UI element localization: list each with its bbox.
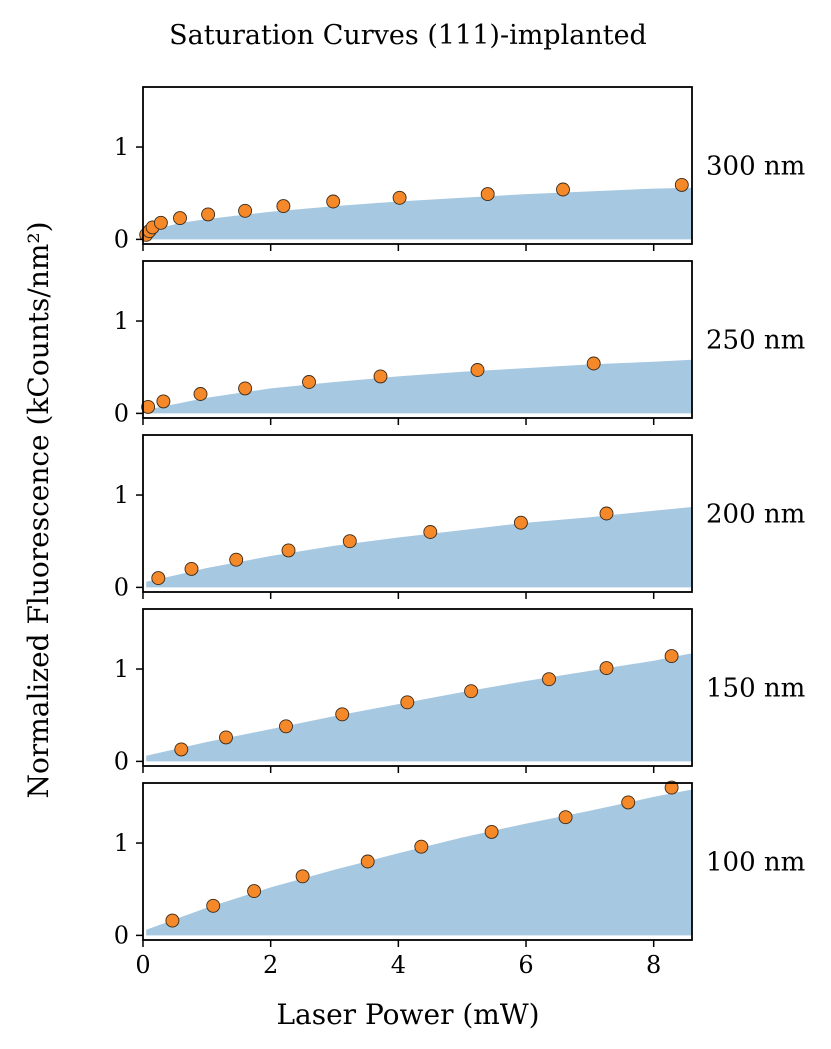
x-tick-label: 6 [518,951,533,979]
panel-frame [142,434,693,593]
data-point [342,534,357,549]
y-tick-label: 0 [114,921,129,949]
data-point [335,707,350,722]
x-axis-label: Laser Power (mW) [276,998,539,1031]
panel-frame [142,260,693,419]
data-point [201,207,216,222]
data-point [219,730,233,745]
data-point [674,177,689,192]
data-point [141,399,156,414]
panel-3: 0 1 200 nm [114,434,805,601]
data-point [513,515,528,530]
x-tick-label: 4 [391,951,406,979]
data-point [165,913,180,928]
chart-title: Saturation Curves (111)-implanted [169,20,647,51]
panel-2: 0 1 250 nm [114,260,805,427]
y-tick-label: 1 [114,307,129,335]
y-tick-label: 1 [114,133,129,161]
y-tick-label: 1 [114,829,129,857]
data-point [238,203,253,218]
data-point [326,194,341,209]
panel-label: 250 nm [706,326,805,356]
x-tick-label: 2 [263,951,278,979]
panel-1: 0 1 300 nm [114,86,805,253]
y-tick-label: 1 [114,481,129,509]
y-tick-label: 1 [114,655,129,683]
panel-label: 300 nm [706,152,805,182]
data-point [193,387,208,401]
data-point [295,869,310,884]
data-point [423,525,438,539]
data-point [151,571,166,586]
panel-label: 150 nm [706,674,805,704]
data-point [400,695,415,710]
data-point [414,839,429,854]
data-point [276,199,291,214]
fit-band [146,507,692,588]
panel-label: 200 nm [706,500,805,530]
data-point [373,369,388,384]
data-point [184,561,199,576]
y-tick-label: 0 [114,573,129,601]
data-point [664,649,679,664]
data-point [302,375,316,389]
panel-frame [142,608,693,767]
data-point [153,215,168,230]
data-point [156,394,171,409]
data-point [360,854,375,869]
data-point [480,187,495,202]
data-point [174,742,189,757]
fit-band [146,789,692,936]
panel-5: 0 1 0 2 4 6 8 100 nm [114,780,805,979]
data-point [484,824,499,839]
fit-band [146,359,692,414]
data-point [392,190,407,205]
x-tick-label: 8 [646,951,661,979]
data-point [542,672,556,687]
data-point [238,381,253,396]
data-point [464,684,479,699]
y-tick-label: 0 [114,747,129,775]
data-point [247,884,262,899]
data-point [279,719,293,734]
panel-4: 0 1 150 nm [114,608,805,775]
panel-label: 100 nm [706,848,805,878]
y-tick-label: 0 [114,399,129,427]
data-point [586,356,601,371]
data-point [281,543,296,558]
fit-band [146,187,692,240]
data-point [621,795,636,810]
x-tick-label: 0 [135,951,150,979]
data-point [599,506,614,521]
panels-group: 0 1 300 nm 0 1 250 nm 0 1 200 nm 0 1 150 nm 0 1 0 2 4 6 8 1… [114,86,805,979]
panel-frame [142,86,693,245]
data-point [229,552,244,567]
data-point [206,898,221,913]
data-point [558,810,573,825]
y-tick-label: 0 [114,225,129,253]
data-point [664,780,679,795]
data-point [599,661,614,676]
data-point [556,182,570,197]
data-point [173,211,187,226]
panel-frame [142,782,693,941]
y-axis-label: Normalized Fluorescence (kCounts/nm²) [22,221,55,798]
data-point [470,363,485,377]
